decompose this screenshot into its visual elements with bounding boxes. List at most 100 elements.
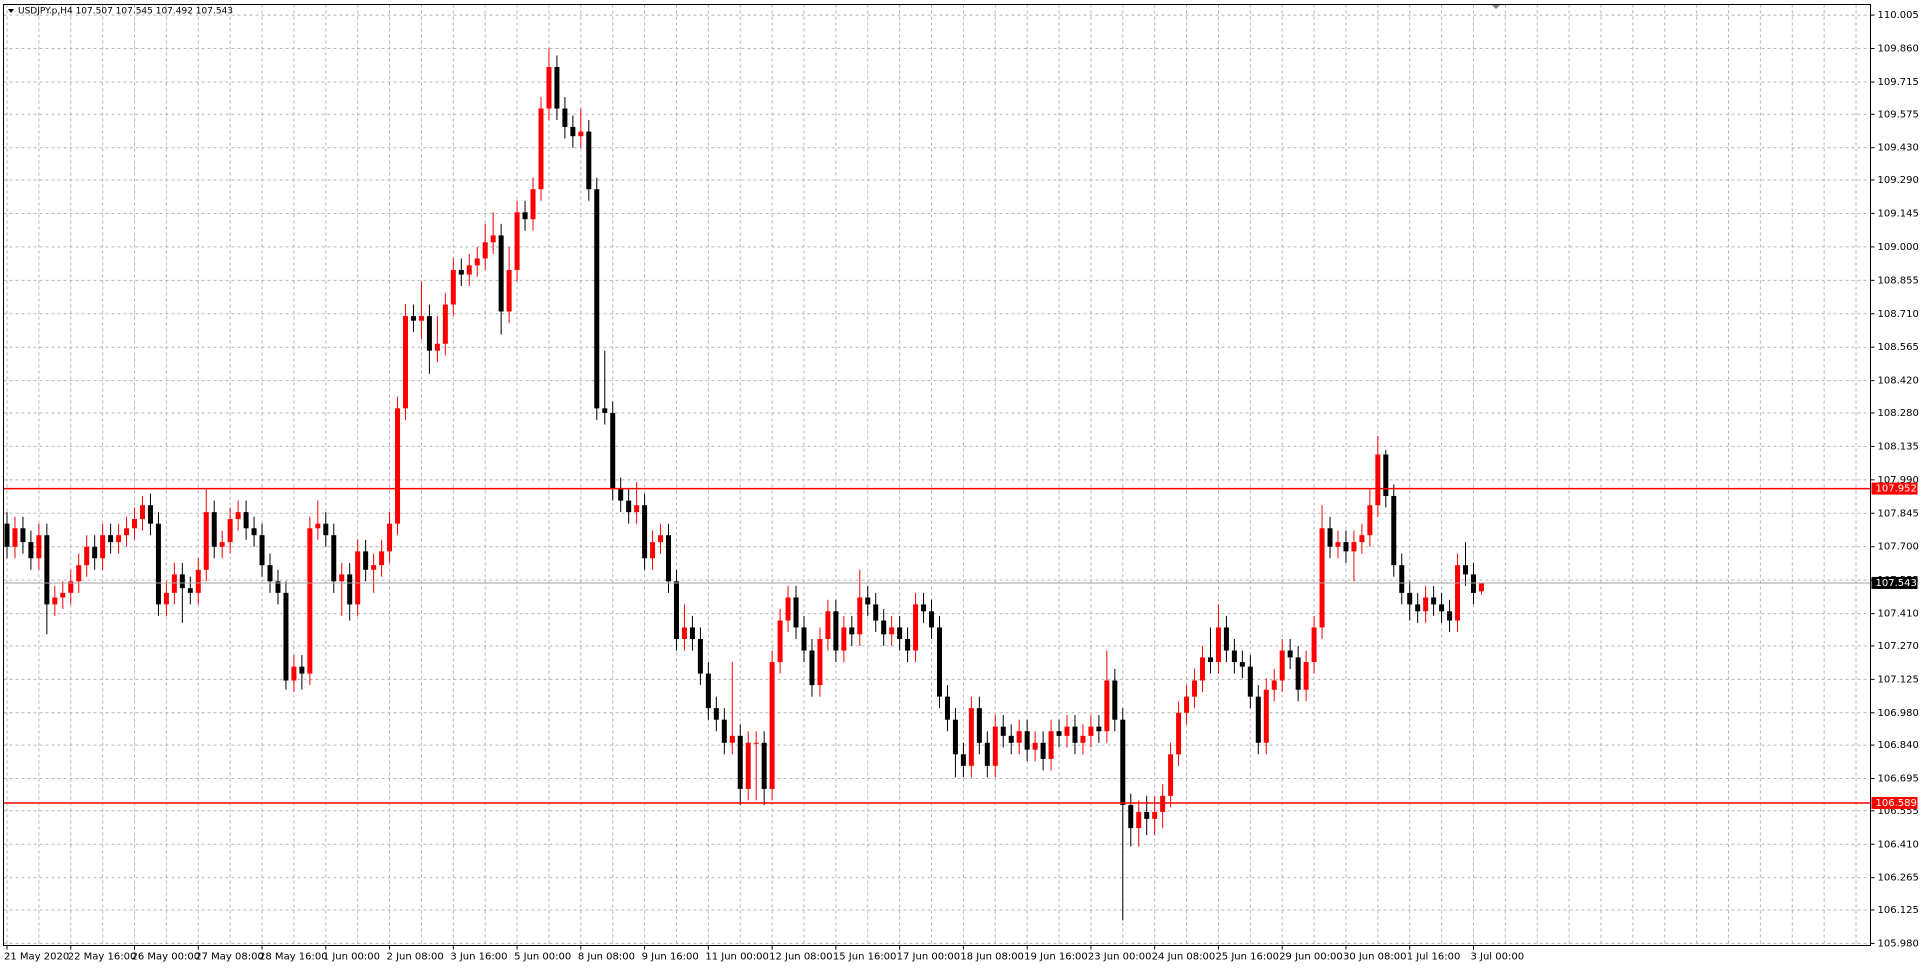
candle-body bbox=[315, 523, 321, 529]
candle-body bbox=[865, 597, 871, 605]
candle-body bbox=[426, 316, 432, 351]
candle-body bbox=[984, 742, 990, 766]
candle-body bbox=[291, 666, 297, 681]
candle-body bbox=[618, 489, 624, 501]
candle-body bbox=[235, 512, 241, 520]
candle-body bbox=[1016, 731, 1022, 743]
candle-body bbox=[171, 574, 177, 593]
candle-body bbox=[1239, 662, 1245, 667]
current-price-label: 107.543 bbox=[1876, 578, 1917, 589]
candle-body bbox=[1184, 696, 1190, 713]
y-tick-label: 106.840 bbox=[1878, 740, 1919, 751]
candle-body bbox=[1096, 726, 1102, 732]
x-tick-label: 23 Jun 00:00 bbox=[1088, 952, 1152, 963]
y-tick-label: 108.710 bbox=[1878, 309, 1919, 320]
candle-body bbox=[1144, 811, 1150, 819]
candle-body bbox=[434, 343, 440, 351]
x-tick-label: 3 Jun 16:00 bbox=[450, 952, 507, 963]
x-tick-label: 17 Jun 00:00 bbox=[897, 952, 961, 963]
y-tick-label: 106.125 bbox=[1878, 905, 1919, 916]
y-tick-label: 107.845 bbox=[1878, 508, 1919, 519]
candle-body bbox=[203, 512, 209, 570]
candle-body bbox=[275, 581, 281, 593]
candle-body bbox=[801, 627, 807, 651]
x-tick-label: 1 Jul 16:00 bbox=[1407, 952, 1461, 963]
candle-body bbox=[650, 542, 656, 559]
candle-body bbox=[658, 535, 664, 543]
candle-body bbox=[1024, 731, 1030, 750]
candle-body bbox=[163, 592, 169, 605]
candle-body bbox=[1478, 582, 1484, 592]
candle-body bbox=[466, 265, 472, 275]
candle-body bbox=[929, 611, 935, 628]
x-tick-label: 26 May 00:00 bbox=[132, 952, 201, 963]
candle-body bbox=[1032, 742, 1038, 750]
candle-body bbox=[1000, 726, 1006, 736]
candle-body bbox=[610, 412, 616, 490]
x-tick-label: 2 Jun 08:00 bbox=[387, 952, 444, 963]
x-tick-label: 19 Jun 16:00 bbox=[1024, 952, 1088, 963]
candle-body bbox=[1399, 565, 1405, 593]
candle-body bbox=[68, 581, 74, 593]
candle-body bbox=[825, 611, 831, 639]
candle-body bbox=[4, 523, 10, 547]
candle-body bbox=[1136, 811, 1142, 829]
candle-body bbox=[1303, 662, 1309, 690]
candle-body bbox=[1351, 542, 1357, 552]
candle-body bbox=[1104, 680, 1110, 732]
y-tick-label: 107.990 bbox=[1878, 475, 1919, 486]
candle-body bbox=[586, 131, 592, 190]
candle-body bbox=[418, 316, 424, 321]
y-tick-label: 109.715 bbox=[1878, 77, 1919, 88]
candle-body bbox=[1040, 742, 1046, 759]
candle-body bbox=[833, 611, 839, 651]
candle-body bbox=[251, 528, 257, 536]
candle-body bbox=[1271, 680, 1277, 690]
candle-body bbox=[147, 505, 153, 524]
candle-body bbox=[1423, 597, 1429, 612]
y-tick-label: 109.860 bbox=[1878, 44, 1919, 55]
candle-body bbox=[889, 627, 895, 635]
candle-body bbox=[721, 719, 727, 743]
candle-body bbox=[1120, 719, 1126, 806]
candle-body bbox=[211, 512, 217, 547]
y-tick-label: 109.290 bbox=[1878, 175, 1919, 186]
candle-body bbox=[570, 126, 576, 137]
candle-body bbox=[1415, 604, 1421, 612]
candle-body bbox=[673, 581, 679, 639]
candle-body bbox=[562, 108, 568, 127]
y-tick-label: 106.980 bbox=[1878, 708, 1919, 719]
x-tick-label: 1 Jun 00:00 bbox=[323, 952, 380, 963]
candle-body bbox=[817, 638, 823, 686]
candle-body bbox=[442, 304, 448, 344]
candle-body bbox=[873, 604, 879, 621]
x-tick-label: 12 Jun 08:00 bbox=[769, 952, 833, 963]
y-tick-label: 109.430 bbox=[1878, 143, 1919, 154]
candle-body bbox=[881, 620, 887, 635]
candle-body bbox=[267, 565, 273, 582]
candle-body bbox=[1263, 689, 1269, 743]
x-tick-label: 21 May 2020 bbox=[4, 952, 69, 963]
candle-body bbox=[323, 523, 329, 536]
candle-body bbox=[921, 604, 927, 612]
candle-body bbox=[1247, 666, 1253, 697]
candle-body bbox=[347, 574, 353, 605]
candle-body bbox=[52, 597, 58, 605]
y-tick-label: 108.135 bbox=[1878, 441, 1919, 452]
candle-body bbox=[634, 505, 640, 513]
candle-body bbox=[976, 708, 982, 743]
y-tick-label: 108.420 bbox=[1878, 376, 1919, 387]
candle-body bbox=[849, 627, 855, 635]
chart-header: USDJPY.p,H4 107.507 107.545 107.492 107.… bbox=[18, 7, 233, 17]
candle-body bbox=[100, 535, 106, 559]
candle-body bbox=[960, 754, 966, 766]
x-tick-label: 11 Jun 00:00 bbox=[705, 952, 769, 963]
candle-body bbox=[1383, 454, 1389, 496]
x-tick-label: 5 Jun 00:00 bbox=[514, 952, 571, 963]
candle-body bbox=[642, 505, 648, 559]
candle-body bbox=[992, 726, 998, 766]
candle-body bbox=[578, 131, 584, 137]
candle-body bbox=[339, 574, 345, 582]
shift-marker bbox=[1492, 5, 1500, 9]
